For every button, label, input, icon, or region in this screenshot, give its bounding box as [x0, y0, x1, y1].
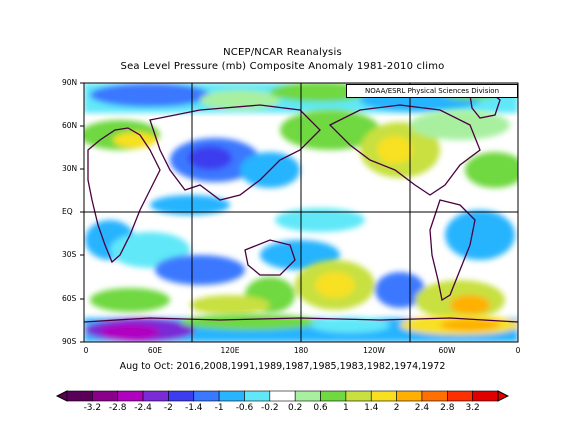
lat-label: 30N	[62, 164, 78, 173]
colorbar-swatch	[92, 390, 119, 402]
colorbar-tick-label: -3.2	[83, 403, 102, 413]
lon-label: 0	[515, 346, 521, 355]
colorbar-tick-label: 2	[393, 403, 400, 413]
colorbar-tick-label: 2.8	[440, 403, 455, 413]
colorbar-tick-label: 1	[343, 403, 349, 413]
coastlines	[84, 91, 518, 323]
triangle-right-icon	[497, 390, 510, 402]
colorbar-swatch	[142, 390, 169, 402]
lon-label: 60W	[438, 346, 456, 355]
chart-title: NCEP/NCAR Reanalysis	[223, 47, 342, 58]
colorbar-swatch	[269, 390, 296, 402]
colorbar-swatch	[244, 390, 271, 402]
graticule	[84, 83, 518, 342]
colorbar-tick-label: -0.2	[261, 403, 279, 413]
lat-label: 60S	[62, 294, 77, 303]
colorbar-tick-label: -0.6	[235, 403, 254, 413]
colorbar-swatch	[396, 390, 423, 402]
colorbar-swatch	[370, 390, 397, 402]
colorbar-tick-label: 1.4	[364, 403, 379, 413]
lat-label: EQ	[62, 207, 73, 216]
colorbar-tick-label: 3.2	[465, 403, 480, 413]
lon-label: 0	[83, 346, 89, 355]
colorbar-swatch	[472, 390, 499, 402]
colorbar-swatch	[320, 390, 347, 402]
triangle-left-icon	[55, 390, 68, 402]
lat-label: 90S	[62, 337, 77, 346]
colorbar-tick-label: -2.4	[134, 403, 152, 413]
lat-label: 60N	[62, 121, 78, 130]
colorbar-swatch	[66, 390, 93, 402]
colorbar-tick-label: -1.4	[184, 403, 203, 413]
colorbar-swatch	[218, 390, 245, 402]
lon-label: 180	[293, 346, 309, 355]
colorbar-swatch	[421, 390, 448, 402]
lon-label: 120W	[363, 346, 385, 355]
colorbar-swatch	[117, 390, 144, 402]
colorbar-tick-label: -2	[163, 403, 173, 413]
colorbar-tick-label: 2.4	[414, 403, 430, 413]
composite-years: Aug to Oct: 2016,2008,1991,1989,1987,198…	[119, 361, 446, 372]
anomaly-fill-south	[90, 255, 505, 320]
colorbar-swatch	[345, 390, 372, 402]
colorbar-tick-label: -2.8	[108, 403, 127, 413]
lon-label: 120E	[220, 346, 240, 355]
lon-label: 60E	[147, 346, 163, 355]
colorbar-swatch	[446, 390, 473, 402]
lat-label: 30S	[62, 250, 77, 259]
colorbar-swatch	[193, 390, 220, 402]
chart-subtitle: Sea Level Pressure (mb) Composite Anomal…	[120, 61, 445, 72]
colorbar	[55, 390, 510, 402]
lat-label: 90N	[62, 78, 78, 87]
colorbar-swatch	[168, 390, 195, 402]
credit-box: NOAA/ESRL Physical Sciences Division	[346, 84, 518, 98]
colorbar-tick-label: 0.2	[288, 403, 303, 413]
colorbar-tick-label: -1	[214, 403, 224, 413]
colorbar-tick-label: 0.6	[313, 403, 328, 413]
colorbar-swatch	[294, 390, 321, 402]
